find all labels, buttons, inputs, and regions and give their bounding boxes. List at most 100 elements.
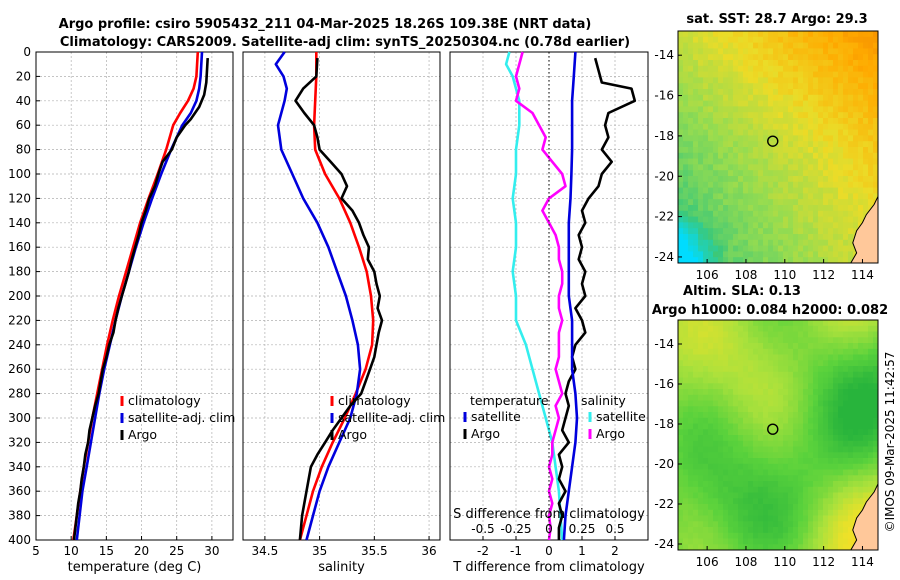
map-cell bbox=[718, 251, 724, 258]
map-cell bbox=[873, 83, 878, 90]
map-cell bbox=[703, 475, 709, 482]
map-cell bbox=[788, 394, 794, 402]
map-cell bbox=[748, 469, 754, 476]
map-cell bbox=[823, 216, 829, 223]
map-cell bbox=[803, 94, 809, 102]
map-cell bbox=[803, 475, 809, 482]
map-cell bbox=[848, 446, 854, 453]
map-cell bbox=[693, 481, 699, 488]
map-cell bbox=[833, 412, 839, 419]
map-cell bbox=[803, 423, 809, 430]
map-cell bbox=[678, 377, 684, 384]
map-cell bbox=[758, 463, 764, 471]
map-cell bbox=[693, 423, 699, 430]
map-cell bbox=[753, 83, 759, 90]
map-cell bbox=[848, 36, 854, 44]
lat-tick-label: -22 bbox=[654, 210, 674, 224]
map-cell bbox=[728, 498, 734, 505]
map-cell bbox=[873, 440, 878, 448]
map-cell bbox=[818, 181, 824, 189]
map-cell bbox=[838, 234, 844, 241]
map-cell bbox=[703, 181, 709, 189]
map-cell bbox=[768, 492, 774, 499]
map-cell bbox=[743, 42, 749, 49]
map-cell bbox=[743, 36, 749, 44]
map-cell bbox=[728, 469, 734, 476]
map-cell bbox=[743, 475, 749, 482]
map-cell bbox=[758, 377, 764, 384]
x-axis-label: salinity bbox=[318, 560, 365, 575]
map-cell bbox=[843, 71, 849, 78]
map-cell bbox=[833, 42, 839, 49]
map-cell bbox=[693, 337, 699, 344]
map-cell bbox=[798, 141, 804, 148]
map-cell bbox=[808, 383, 814, 390]
map-cell bbox=[768, 435, 774, 442]
map-cell bbox=[858, 141, 864, 148]
map-cell bbox=[813, 354, 819, 361]
map-cell bbox=[688, 65, 694, 73]
map-cell bbox=[868, 158, 874, 165]
map-cell bbox=[848, 257, 854, 263]
map-cell bbox=[793, 228, 799, 235]
map-cell bbox=[828, 377, 834, 384]
map-cell bbox=[858, 94, 864, 102]
map-cell bbox=[788, 152, 794, 160]
map-cell bbox=[698, 257, 704, 263]
map-cell bbox=[738, 60, 744, 67]
map-cell bbox=[713, 42, 719, 49]
map-cell bbox=[678, 158, 684, 165]
map-cell bbox=[708, 463, 714, 471]
map-cell bbox=[853, 83, 859, 90]
map-cell bbox=[693, 65, 699, 73]
map-cell bbox=[823, 337, 829, 344]
map-cell bbox=[758, 458, 764, 465]
map-cell bbox=[688, 199, 694, 206]
figure-title-line1: Argo profile: csiro 5905432_211 04-Mar-2… bbox=[59, 17, 592, 32]
map-cell bbox=[743, 199, 749, 206]
map-cell bbox=[818, 216, 824, 223]
map-cell bbox=[803, 337, 809, 344]
map-cell bbox=[683, 164, 689, 171]
map-cell bbox=[733, 135, 739, 142]
map-cell bbox=[743, 94, 749, 102]
map-cell bbox=[848, 337, 854, 344]
map-cell bbox=[853, 325, 859, 333]
map-cell bbox=[728, 147, 734, 154]
map-cell bbox=[748, 210, 754, 218]
map-cell bbox=[698, 406, 704, 413]
map-cell bbox=[718, 129, 724, 136]
map-cell bbox=[833, 463, 839, 471]
map-cell bbox=[693, 48, 699, 55]
map-cell bbox=[713, 417, 719, 425]
map-cell bbox=[828, 527, 834, 534]
map-cell bbox=[723, 377, 729, 384]
map-cell bbox=[758, 106, 764, 113]
map-cell bbox=[798, 486, 804, 494]
map-cell bbox=[728, 257, 734, 263]
map-cell bbox=[733, 129, 739, 136]
map-cell bbox=[783, 492, 789, 499]
map-cell bbox=[688, 504, 694, 511]
map-cell bbox=[698, 71, 704, 78]
map-cell bbox=[793, 89, 799, 96]
map-cell bbox=[743, 181, 749, 189]
map-cell bbox=[798, 216, 804, 223]
map-cell bbox=[823, 412, 829, 419]
map-cell bbox=[723, 118, 729, 125]
map-cell bbox=[723, 320, 729, 327]
map-cell bbox=[688, 481, 694, 488]
map-cell bbox=[778, 71, 784, 78]
map-cell bbox=[723, 77, 729, 84]
map-cell bbox=[833, 366, 839, 373]
map-cell bbox=[783, 199, 789, 206]
map-cell bbox=[678, 239, 684, 247]
map-cell bbox=[678, 486, 684, 494]
map-cell bbox=[688, 210, 694, 218]
map-cell bbox=[718, 452, 724, 459]
map-cell bbox=[768, 36, 774, 44]
map-cell bbox=[813, 331, 819, 338]
map-cell bbox=[788, 123, 794, 131]
legend-label: climatology bbox=[128, 393, 201, 408]
map-cell bbox=[868, 423, 874, 430]
